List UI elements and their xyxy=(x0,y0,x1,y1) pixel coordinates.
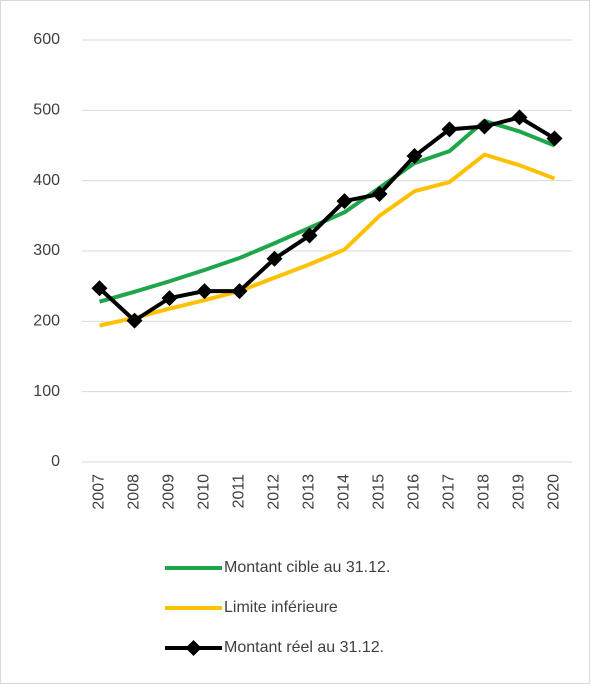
y-tick-label: 400 xyxy=(33,172,60,189)
x-tick-label: 2010 xyxy=(196,474,213,510)
x-tick-label: 2019 xyxy=(511,474,528,510)
series-marker xyxy=(336,193,353,210)
x-tick-label: 2009 xyxy=(161,474,178,510)
series-marker xyxy=(126,312,143,329)
series-marker xyxy=(231,283,248,300)
series-marker xyxy=(476,118,493,135)
series-marker xyxy=(301,227,318,244)
x-tick-label: 2014 xyxy=(336,474,353,510)
y-tick-label: 100 xyxy=(33,383,60,400)
series-marker xyxy=(406,148,423,165)
y-tick-label: 0 xyxy=(51,453,60,470)
x-tick-label: 2013 xyxy=(301,474,318,510)
y-tick-label: 500 xyxy=(33,102,60,119)
series-line xyxy=(99,152,556,328)
x-tick-label: 2015 xyxy=(371,474,388,510)
x-tick-label: 2018 xyxy=(476,474,493,510)
y-tick-label: 300 xyxy=(33,242,60,259)
x-tick-label: 2007 xyxy=(91,474,108,510)
series-marker xyxy=(266,250,283,267)
x-tick-label: 2012 xyxy=(266,474,283,510)
legend-label: Limite inférieure xyxy=(224,599,338,616)
series-marker xyxy=(441,121,458,138)
x-tick-label: 2008 xyxy=(126,474,143,510)
series-marker xyxy=(546,130,563,147)
series-marker xyxy=(511,109,528,126)
legend-label: Montant réel au 31.12. xyxy=(224,639,384,656)
x-tick-label: 2011 xyxy=(231,474,248,509)
y-tick-label: 200 xyxy=(33,313,60,330)
x-tick-label: 2020 xyxy=(546,474,563,510)
series-marker xyxy=(161,290,178,307)
series-marker xyxy=(91,280,108,297)
y-tick-label: 600 xyxy=(33,31,60,48)
x-tick-label: 2016 xyxy=(406,474,423,510)
series-marker xyxy=(196,283,213,300)
legend-label: Montant cible au 31.12. xyxy=(224,559,390,576)
series-marker xyxy=(371,186,388,203)
x-tick-label: 2017 xyxy=(441,474,458,510)
legend-marker xyxy=(185,640,202,656)
